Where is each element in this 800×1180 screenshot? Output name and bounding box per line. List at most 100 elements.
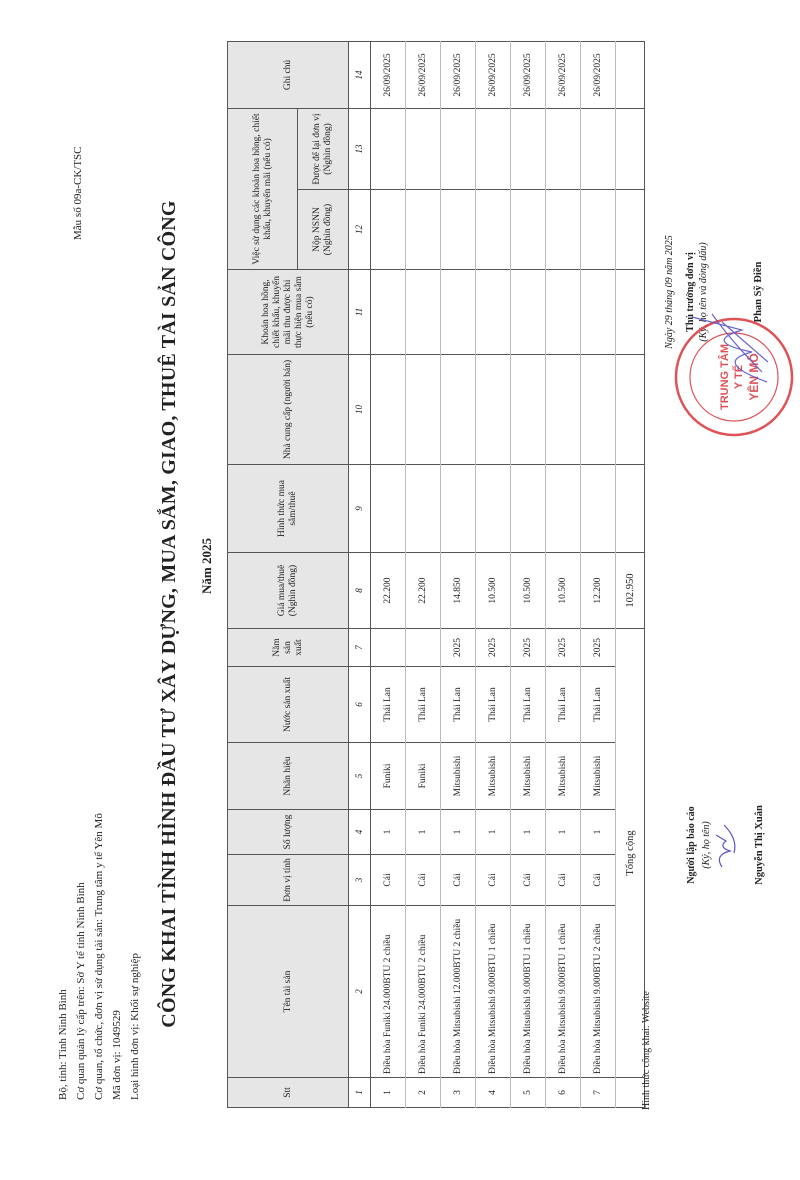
cell-supplier bbox=[440, 354, 476, 465]
cell-qty: 1 bbox=[405, 809, 441, 855]
cell-unit: Cái bbox=[545, 854, 581, 906]
unit-info: Bộ, tỉnh: Tỉnh Ninh Bình Cơ quan quản lý… bbox=[54, 813, 144, 1100]
header-usage-kept: Được để lại đơn vị (Nghìn đồng) bbox=[297, 108, 349, 190]
cell-unit: Cái bbox=[580, 854, 616, 906]
table-row: 6 Điều hòa Mitsubishi 9.000BTU 1 chiều Cái… bbox=[545, 41, 581, 1108]
cell-commission bbox=[405, 269, 441, 355]
cell-price: 10.500 bbox=[545, 552, 581, 629]
cell-note: 26/09/2025 bbox=[475, 41, 511, 109]
column-number-row: 1 2 3 4 5 6 7 8 9 10 11 12 13 14 bbox=[348, 41, 371, 1108]
cell-name: Điều hòa Funiki 24.000BTU 2 chiều bbox=[370, 905, 406, 1078]
cell-name: Điều hòa Mitsubishi 9.000BTU 1 chiều bbox=[510, 905, 546, 1078]
info-line: Mã đơn vị: 1049529 bbox=[111, 1010, 123, 1100]
report-year: Năm 2025 bbox=[199, 538, 214, 594]
cell-brand: Mitsubishi bbox=[475, 742, 511, 810]
header-commission: Khoản hoa hồng, chiết khấu, khuyến mãi t… bbox=[227, 269, 349, 355]
cell-year bbox=[370, 628, 406, 667]
info-line: Bộ, tỉnh: Tỉnh Ninh Bình bbox=[57, 989, 69, 1100]
cell-commission bbox=[510, 269, 546, 355]
column-number: 2 bbox=[348, 905, 371, 1078]
table-row: 7 Điều hòa Mitsubishi 9.000BTU 2 chiều Cái… bbox=[580, 41, 616, 1108]
cell-year: 2025 bbox=[475, 628, 511, 667]
cell-price: 14.850 bbox=[440, 552, 476, 629]
cell-qty: 1 bbox=[545, 809, 581, 855]
cell-supplier bbox=[580, 354, 616, 465]
cell-commission bbox=[580, 269, 616, 355]
info-line: Loại hình đơn vị: Khối sự nghiệp bbox=[129, 953, 141, 1100]
header-price: Giá mua/thuê (Nghìn đồng) bbox=[227, 552, 349, 629]
table-row: 5 Điều hòa Mitsubishi 9.000BTU 1 chiều Cái… bbox=[510, 41, 546, 1108]
page-title: CÔNG KHAI TÌNH HÌNH ĐẦU TƯ XÂY DỰNG, MUA… bbox=[158, 200, 180, 1028]
cell-commission bbox=[475, 269, 511, 355]
disclosure-method: Hình thức công khai: Website bbox=[641, 991, 652, 1110]
column-number: 1 bbox=[348, 1077, 371, 1108]
form-number: Mẫu số 09a-CK/TSC bbox=[72, 146, 84, 241]
cell-note: 26/09/2025 bbox=[510, 41, 546, 109]
cell-commission bbox=[545, 269, 581, 355]
total-price: 102.950 bbox=[615, 552, 645, 629]
cell-budget bbox=[440, 189, 476, 270]
header-method: Hình thức mua sắm/thuê bbox=[227, 464, 349, 553]
cell-year: 2025 bbox=[545, 628, 581, 667]
cell-supplier bbox=[475, 354, 511, 465]
cell-price: 22.200 bbox=[370, 552, 406, 629]
cell-note: 26/09/2025 bbox=[545, 41, 581, 109]
cell-name: Điều hòa Mitsubishi 12.000BTU 2 chiều bbox=[440, 905, 476, 1078]
total-empty bbox=[615, 464, 645, 553]
cell-kept bbox=[370, 108, 406, 190]
column-number: 12 bbox=[348, 189, 371, 270]
cell-name: Điều hòa Funiki 24.000BTU 2 chiều bbox=[405, 905, 441, 1078]
cell-qty: 1 bbox=[475, 809, 511, 855]
cell-method bbox=[440, 464, 476, 553]
cell-stt: 2 bbox=[405, 1077, 441, 1108]
header-unit: Đơn vị tính bbox=[227, 854, 349, 906]
column-number: 10 bbox=[348, 354, 371, 465]
cell-method bbox=[405, 464, 441, 553]
cell-price: 12.200 bbox=[580, 552, 616, 629]
table-row: 1 Điều hòa Funiki 24.000BTU 2 chiều Cái 1 Fu… bbox=[370, 41, 406, 1108]
cell-qty: 1 bbox=[440, 809, 476, 855]
svg-text:TRUNG TÂM: TRUNG TÂM bbox=[718, 344, 731, 410]
table-row: 2 Điều hòa Funiki 24.000BTU 2 chiều Cái 1 Fu… bbox=[405, 41, 441, 1108]
cell-note: 26/09/2025 bbox=[370, 41, 406, 109]
preparer-signature bbox=[715, 824, 736, 868]
cell-country: Thái Lan bbox=[545, 666, 581, 743]
cell-year: 2025 bbox=[440, 628, 476, 667]
total-empty bbox=[615, 189, 645, 270]
cell-method bbox=[475, 464, 511, 553]
cell-note: 26/09/2025 bbox=[580, 41, 616, 109]
info-line: Cơ quan, tổ chức, đơn vị sử dụng tài sản… bbox=[93, 813, 105, 1100]
column-number: 5 bbox=[348, 742, 371, 810]
header-brand: Nhãn hiệu bbox=[227, 742, 349, 810]
cell-qty: 1 bbox=[370, 809, 406, 855]
total-empty bbox=[615, 41, 645, 109]
cell-kept bbox=[510, 108, 546, 190]
preparer-name: Nguyễn Thị Xuân bbox=[754, 805, 765, 885]
header-qty: Số lượng bbox=[227, 809, 349, 855]
cell-name: Điều hòa Mitsubishi 9.000BTU 2 chiều bbox=[580, 905, 616, 1078]
cell-brand: Mitsubishi bbox=[510, 742, 546, 810]
cell-stt: 6 bbox=[545, 1077, 581, 1108]
column-number: 9 bbox=[348, 464, 371, 553]
preparer-title: Người lập báo cáo bbox=[686, 806, 697, 884]
cell-supplier bbox=[370, 354, 406, 465]
cell-budget bbox=[545, 189, 581, 270]
cell-method bbox=[370, 464, 406, 553]
cell-stt: 5 bbox=[510, 1077, 546, 1108]
column-number: 13 bbox=[348, 108, 371, 190]
header-country: Nước sản xuất bbox=[227, 666, 349, 743]
cell-qty: 1 bbox=[580, 809, 616, 855]
cell-supplier bbox=[405, 354, 441, 465]
column-number: 8 bbox=[348, 552, 371, 629]
cell-country: Thái Lan bbox=[510, 666, 546, 743]
cell-kept bbox=[405, 108, 441, 190]
cell-method bbox=[580, 464, 616, 553]
cell-stt: 1 bbox=[370, 1077, 406, 1108]
cell-commission bbox=[370, 269, 406, 355]
cell-unit: Cái bbox=[370, 854, 406, 906]
cell-budget bbox=[510, 189, 546, 270]
cell-brand: Mitsubishi bbox=[545, 742, 581, 810]
cell-brand: Funiki bbox=[370, 742, 406, 810]
column-number: 11 bbox=[348, 269, 371, 355]
cell-country: Thái Lan bbox=[475, 666, 511, 743]
